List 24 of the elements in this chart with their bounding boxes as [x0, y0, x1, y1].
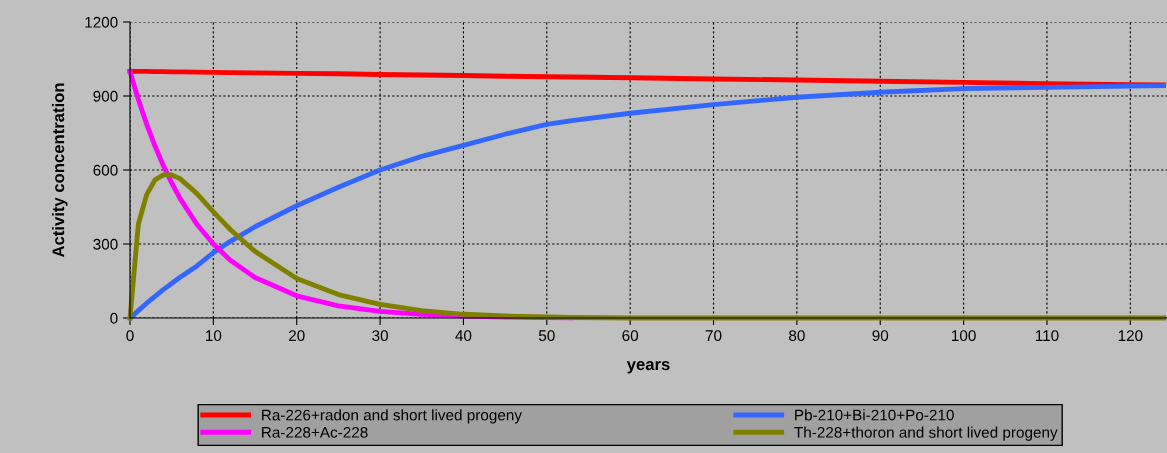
x-tick-label: 110	[1035, 330, 1059, 342]
x-tick-label: 10	[206, 330, 222, 342]
y-tick-label: 1200	[85, 16, 118, 28]
legend-label: Th-228+thoron and short lived progeny	[794, 426, 1058, 441]
y-tick-label: 0	[110, 312, 118, 324]
x-tick-label: 40	[455, 330, 472, 342]
x-tick-label: 90	[872, 330, 889, 342]
y-tick-label: 300	[93, 238, 118, 250]
x-tick-label: 50	[538, 330, 555, 342]
legend-label: Ra-226+radon and short lived progeny	[262, 409, 522, 424]
y-tick-label: 600	[93, 164, 118, 176]
x-axis-title: years	[626, 361, 670, 374]
x-tick-label: 60	[622, 330, 639, 342]
legend-label: Pb-210+Bi-210+Po-210	[795, 409, 954, 421]
x-tick-label: 120	[1118, 330, 1143, 342]
x-tick-label: 20	[288, 330, 305, 342]
x-tick-label: 100	[952, 330, 976, 342]
x-tick-label: 70	[705, 330, 722, 342]
x-tick-label: 0	[126, 330, 134, 342]
y-tick-label: 900	[93, 90, 118, 102]
legend-label: Ra-228+Ac-228	[262, 426, 368, 438]
y-axis-title: Activity concentration	[52, 83, 68, 258]
x-tick-label: 30	[372, 330, 388, 342]
x-tick-label: 80	[789, 330, 805, 342]
